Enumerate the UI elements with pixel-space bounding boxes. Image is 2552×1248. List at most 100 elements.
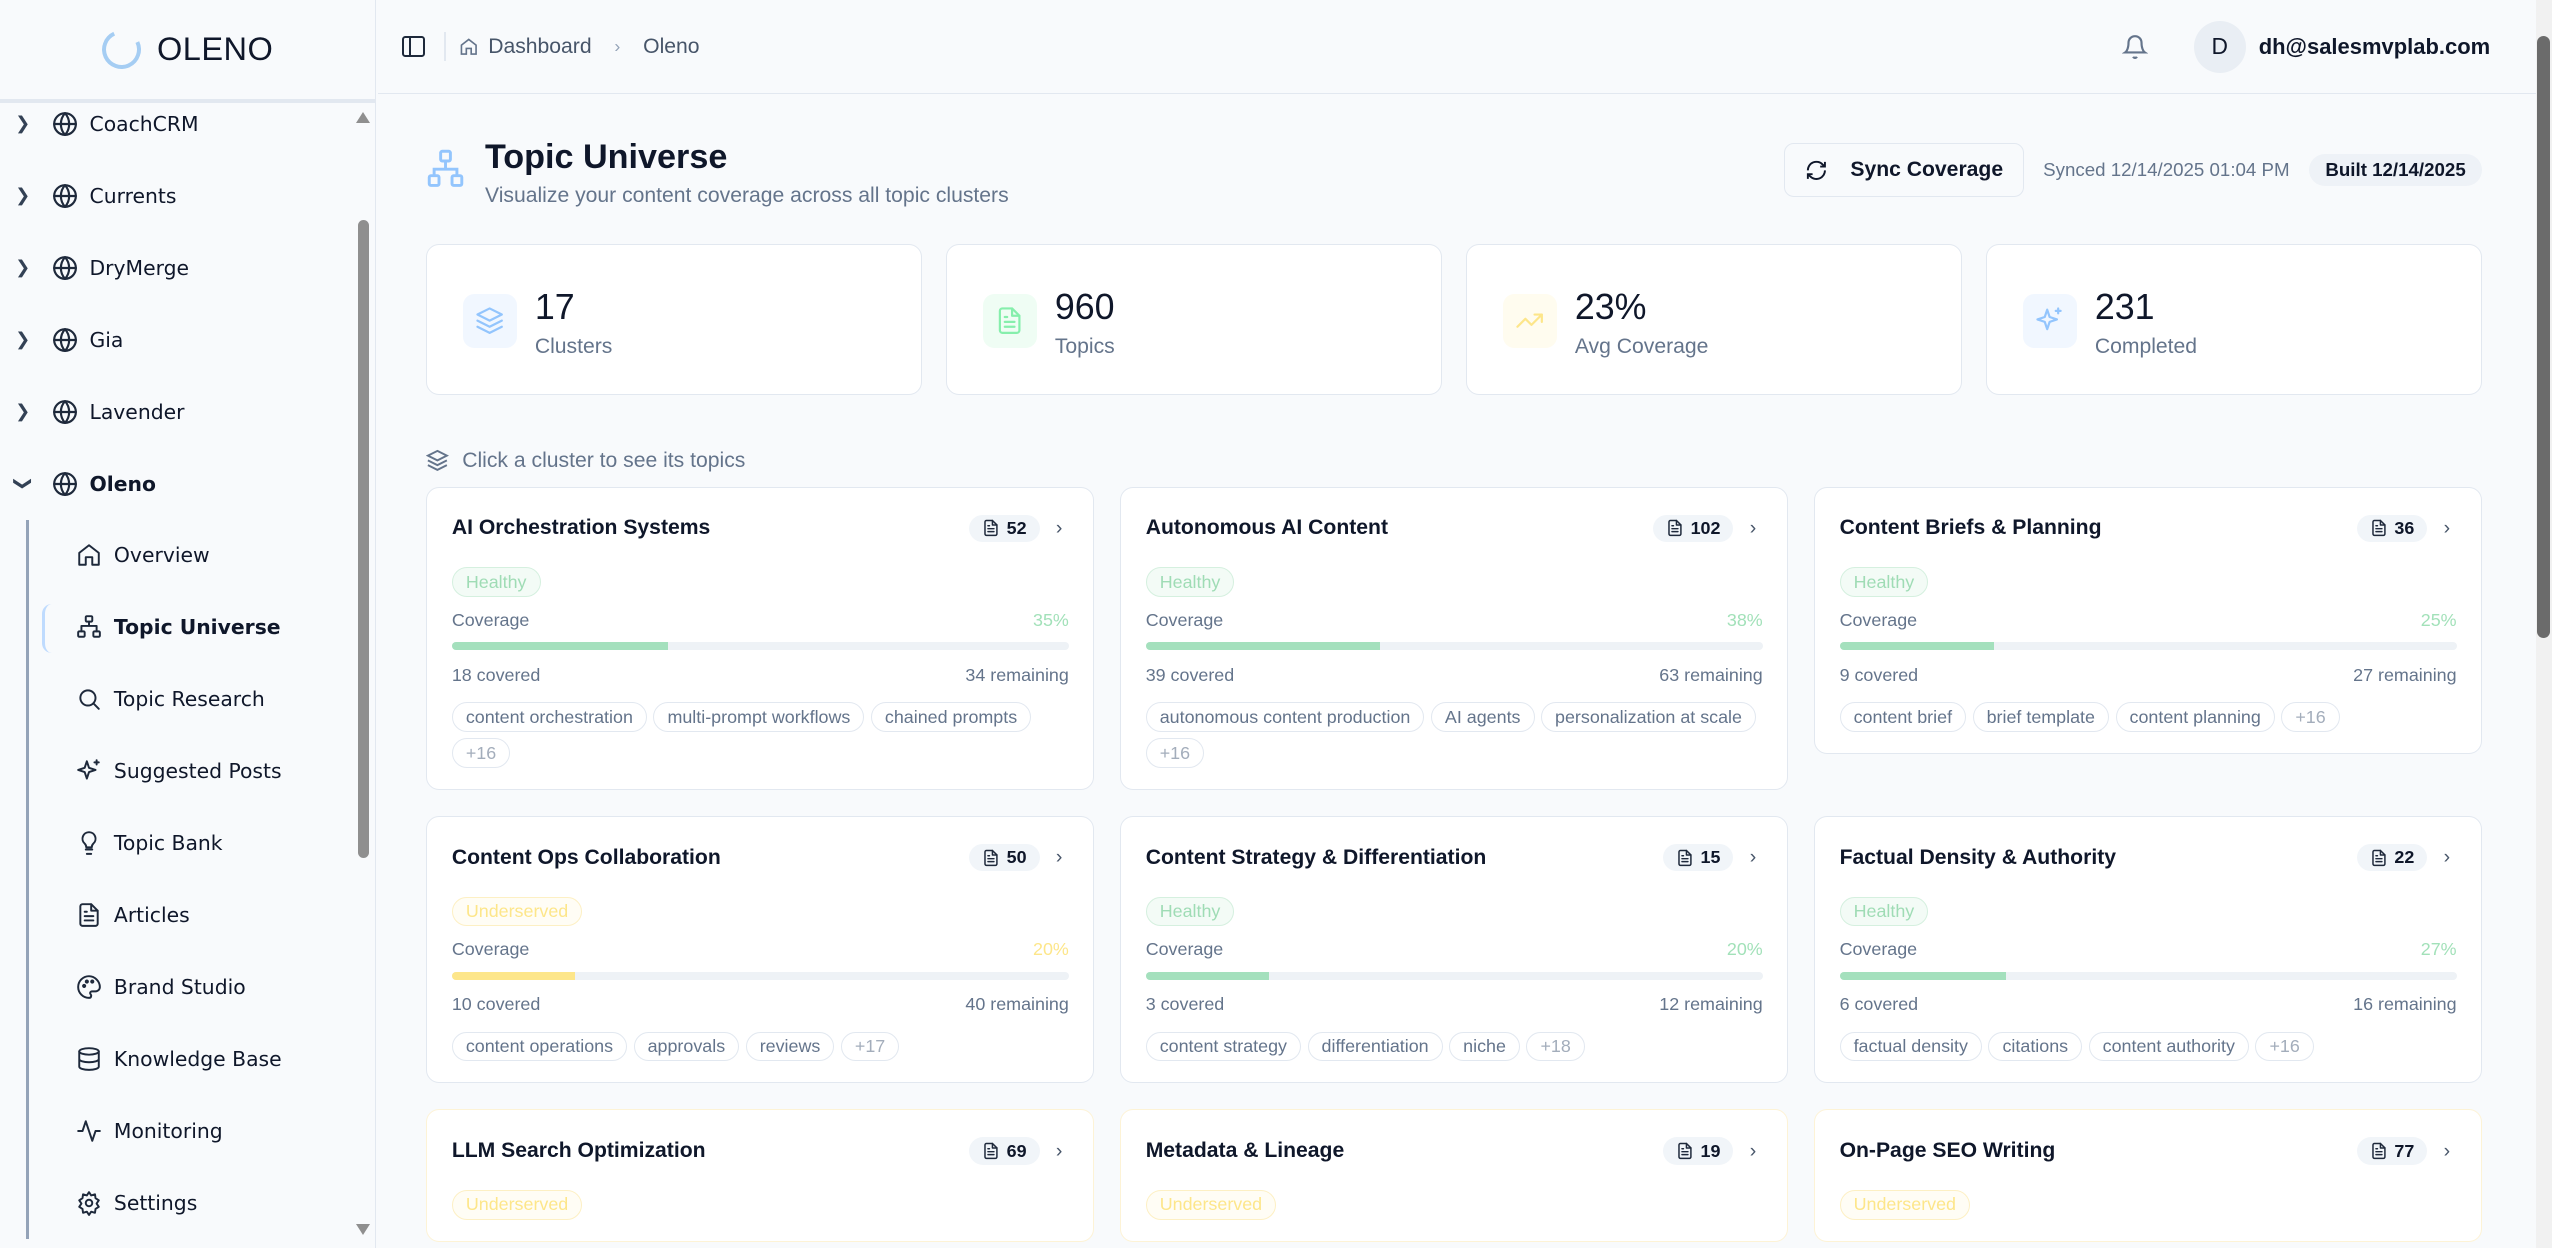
stat-label: Clusters [534,334,613,358]
bell-icon[interactable] [2122,34,2149,60]
cluster-grid: AI Orchestration Systems 52 › Healthy Covera… [426,486,2482,1242]
sidebar-item-topic-universe[interactable]: Topic Universe [0,591,352,663]
sidebar-item-knowledge-base[interactable]: Knowledge Base [0,1023,352,1095]
cluster-card[interactable]: Autonomous AI Content 102 › Healthy Coverage… [1120,486,1789,790]
sidebar-item-settings[interactable]: Settings [0,1167,352,1239]
globe-icon [52,471,78,497]
chevron-right-icon[interactable]: › [2443,846,2451,869]
topic-count: 50 [1006,847,1027,868]
chevron-right-icon[interactable]: ❯ [15,329,31,351]
sidebar-toggle-icon[interactable] [401,36,425,58]
sidebar-item-label: Articles [113,903,190,928]
sidebar-scrollbar[interactable] [355,106,373,1245]
chevron-right-icon[interactable]: ❯ [15,185,31,207]
chevron-right-icon[interactable]: › [1055,846,1063,869]
breadcrumb-current: Oleno [643,34,700,58]
synced-timestamp: Synced 12/14/2025 01:04 PM [2043,159,2290,181]
chevron-right-icon[interactable]: › [1055,1139,1063,1162]
logo[interactable]: OLENO [0,0,375,103]
stat-card-topics: 960 Topics [946,244,1442,396]
globe-icon [52,399,78,425]
chevron-right-icon[interactable]: ❯ [15,113,31,135]
status-badge: Healthy [1145,567,1235,597]
chevron-right-icon[interactable]: › [1749,846,1757,869]
sync-coverage-button[interactable]: Sync Coverage [1784,143,2024,197]
coverage-percent: 27% [2420,939,2457,960]
activity-icon [76,1118,102,1144]
topic-tag: factual density [1839,1031,1982,1062]
file-icon [1676,1142,1694,1160]
status-badge: Healthy [1839,567,1929,597]
sidebar-project-currents[interactable]: ❯ Currents [0,160,352,232]
cluster-title: Metadata & Lineage [1145,1139,1345,1162]
top-header: Dashboard › Oleno D dh@salesmvplab.com [377,0,2536,95]
sidebar-item-label: Monitoring [113,1118,223,1143]
sidebar-item-topic-bank[interactable]: Topic Bank [0,807,352,879]
sidebar-scroll-thumb[interactable] [358,219,370,858]
chevron-down-icon[interactable]: ❯ [12,476,34,492]
scroll-down-icon[interactable] [356,1224,371,1235]
chevron-right-icon[interactable]: › [2443,1139,2451,1162]
chevron-right-icon[interactable]: › [2443,516,2451,539]
sidebar-project-drymerge[interactable]: ❯ DryMerge [0,232,352,304]
sidebar-item-label: Knowledge Base [113,1047,282,1072]
coverage-label: Coverage [451,609,530,630]
topic-tag: approvals [633,1031,740,1062]
cluster-card[interactable]: AI Orchestration Systems 52 › Healthy Covera… [426,486,1095,790]
sidebar-project-lavender[interactable]: ❯ Lavender [0,376,352,448]
coverage-percent: 38% [1726,609,1763,630]
globe-icon [52,327,78,353]
cluster-card[interactable]: Content Ops Collaboration 50 › Underserved C… [426,815,1095,1084]
sidebar-item-overview[interactable]: Overview [0,520,352,592]
cluster-card[interactable]: On-Page SEO Writing 77 › Underserved [1814,1109,2482,1242]
topic-tag: content operations [451,1031,628,1062]
covered-count: 6 covered [1839,994,1919,1015]
divider [444,32,446,62]
topic-tag: content strategy [1145,1031,1302,1062]
user-email[interactable]: dh@salesmvplab.com [2258,33,2491,59]
stat-card-avg-coverage: 23% Avg Coverage [1466,244,1962,396]
scroll-up-icon[interactable] [356,112,371,124]
avatar[interactable]: D [2193,20,2246,73]
hint-text: Click a cluster to see its topics [462,448,746,472]
sync-coverage-label: Sync Coverage [1850,158,2004,182]
cluster-card[interactable]: Content Strategy & Differentiation 15 › Hea… [1120,815,1789,1084]
topic-tag: AI agents [1430,702,1535,732]
sidebar-item-brand-studio[interactable]: Brand Studio [0,951,352,1023]
sidebar-item-label: Topic Bank [113,831,223,856]
topic-tag: brief template [1972,702,2109,732]
coverage-bar-fill [451,971,576,980]
sidebar-item-suggested-posts[interactable]: Suggested Posts [0,735,352,807]
sidebar-item-articles[interactable]: Articles [0,879,352,951]
cluster-card[interactable]: Content Briefs & Planning 36 › Healthy Cover… [1814,486,2482,754]
cluster-card[interactable]: LLM Search Optimization 69 › Underserved [426,1109,1095,1242]
covered-count: 18 covered [451,665,541,686]
remaining-count: 27 remaining [2353,665,2457,686]
file-icon [2370,519,2388,537]
chevron-right-icon[interactable]: ❯ [15,401,31,423]
page-scrollbar[interactable] [2535,0,2552,1248]
sidebar-item-monitoring[interactable]: Monitoring [0,1095,352,1167]
chevron-right-icon[interactable]: ❯ [15,257,31,279]
stat-value: 23% [1574,287,1647,328]
page-scroll-thumb[interactable] [2537,35,2551,638]
coverage-bar [1145,642,1763,651]
sidebar-project-oleno[interactable]: ❯ Oleno [0,448,352,520]
sidebar-project-gia[interactable]: ❯ Gia [0,304,352,376]
topic-tag: reviews [745,1031,835,1062]
sidebar-item-label: Settings [113,1190,198,1215]
topic-tag: citations [1988,1031,2083,1062]
status-badge: Underserved [1145,1190,1277,1220]
sidebar-item-topic-research[interactable]: Topic Research [0,663,352,735]
breadcrumb-dashboard[interactable]: Dashboard [488,34,592,58]
cluster-card[interactable]: Metadata & Lineage 19 › Underserved [1120,1109,1789,1242]
chevron-right-icon[interactable]: › [1055,516,1063,539]
cluster-title: Factual Density & Authority [1839,845,2116,869]
chevron-right-icon[interactable]: › [1749,1139,1757,1162]
cluster-card[interactable]: Factual Density & Authority 22 › Healthy Cov… [1814,815,2482,1084]
cluster-title: Content Ops Collaboration [451,845,721,869]
chevron-right-icon[interactable]: › [1749,516,1757,539]
coverage-label: Coverage [1145,939,1224,960]
status-badge: Underserved [451,896,583,927]
sidebar-project-coachcrm[interactable]: ❯ CoachCRM [0,88,352,160]
